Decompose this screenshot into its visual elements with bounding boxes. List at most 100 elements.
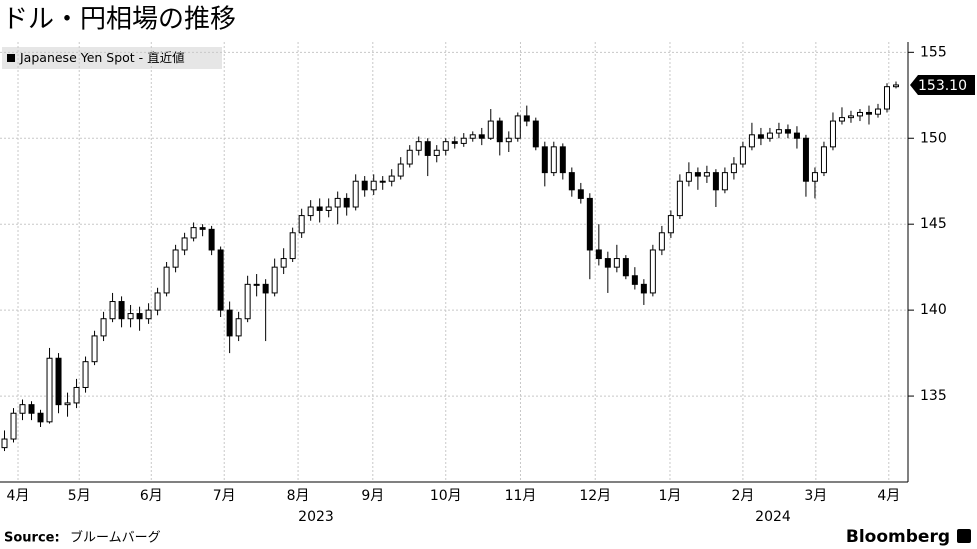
x-tick-label: 9月 [361,488,384,504]
year-label: 2024 [755,509,791,525]
candle-body [469,134,476,139]
x-tick-label: 11月 [505,488,537,504]
candle-body [514,115,521,139]
last-price-marker [910,74,975,95]
candle-body [532,120,539,148]
candle-body [775,129,782,134]
candle-body [730,163,737,174]
candle-body [595,249,602,260]
candle-body [523,115,530,122]
candle-body [64,402,71,406]
candle-body [73,386,80,404]
candle-body [109,301,116,320]
candle-body [145,309,152,320]
x-tick-label: 3月 [804,488,827,504]
candle-body [793,132,800,139]
candle-body [415,141,422,151]
candle-body [325,206,332,211]
candle-body [235,318,242,337]
brand-icon [957,529,971,543]
x-tick-label: 7月 [213,488,236,504]
candle-body [811,172,818,182]
candle-body [559,146,566,174]
candle-body [712,172,719,191]
candle-body [181,237,188,251]
candle-body [847,115,854,119]
candle-body [442,141,449,151]
candle-body [613,258,620,268]
candle-body [334,197,341,208]
candle-body [829,120,836,148]
candle-body [757,134,764,139]
candle-body [343,197,350,208]
candle-body [865,111,872,115]
candle-body [640,283,647,294]
candle-body [127,313,134,320]
source: ブルームバーグ [70,530,161,546]
candle-body [433,149,440,156]
candle-body [289,232,296,260]
candle-body [1,438,8,449]
candle-body [46,357,53,423]
candle-body [388,175,395,182]
x-tick-label: 12月 [579,488,611,504]
candle-body [883,86,890,110]
candle-body [631,275,638,285]
candle-body [352,180,359,208]
candle-body [667,215,674,234]
candle-body [199,227,206,230]
last-price-label: 153.10 [918,78,967,94]
candle-body [838,117,845,122]
candle-body [154,292,161,311]
candle-body [244,283,251,320]
candle-body [739,146,746,165]
year-label: 2023 [298,509,334,525]
candle-body [694,172,701,177]
source-label: Source: [4,531,60,546]
candle-body [856,111,863,117]
candle-body [487,120,494,139]
candle-body [541,146,548,174]
candle-body [820,146,827,174]
candle-body [685,172,692,182]
candle-body [406,149,413,165]
candle-body [172,249,179,268]
candle-body [604,258,611,268]
y-tick-label: 145 [920,216,947,232]
candle-body [892,84,899,88]
candle-body [478,134,485,139]
y-tick-label: 135 [920,388,947,404]
candle-body [748,134,755,148]
candle-body [766,132,773,139]
candle-body [460,137,467,144]
candle-body [505,137,512,143]
candle-body [19,404,26,414]
candle-body [262,283,269,294]
candle-body [568,172,575,191]
x-tick-label: 6月 [140,488,163,504]
candle-body [379,180,386,183]
candle-body [37,412,44,423]
candle-body [253,283,260,286]
candle-body [397,163,404,177]
y-tick-label: 155 [920,44,947,60]
candle-body [307,206,314,217]
candle-body [118,301,125,320]
candle-body [28,404,35,414]
candle-body [100,318,107,337]
candle-body [82,361,89,388]
candle-body [280,258,287,268]
candle-body [496,120,503,143]
candle-body [316,206,323,211]
x-tick-label: 4月 [7,488,30,504]
candle-body [586,197,593,251]
x-tick-label: 2月 [731,488,754,504]
candle-body [676,180,683,217]
chart-title: ドル・円相場の推移 [2,5,236,35]
candle-body [91,335,98,363]
candle-body [424,141,431,156]
candle-body [208,228,215,251]
brand: Bloomberg [846,527,950,547]
candle-body [658,232,665,251]
x-tick-label: 1月 [659,488,682,504]
